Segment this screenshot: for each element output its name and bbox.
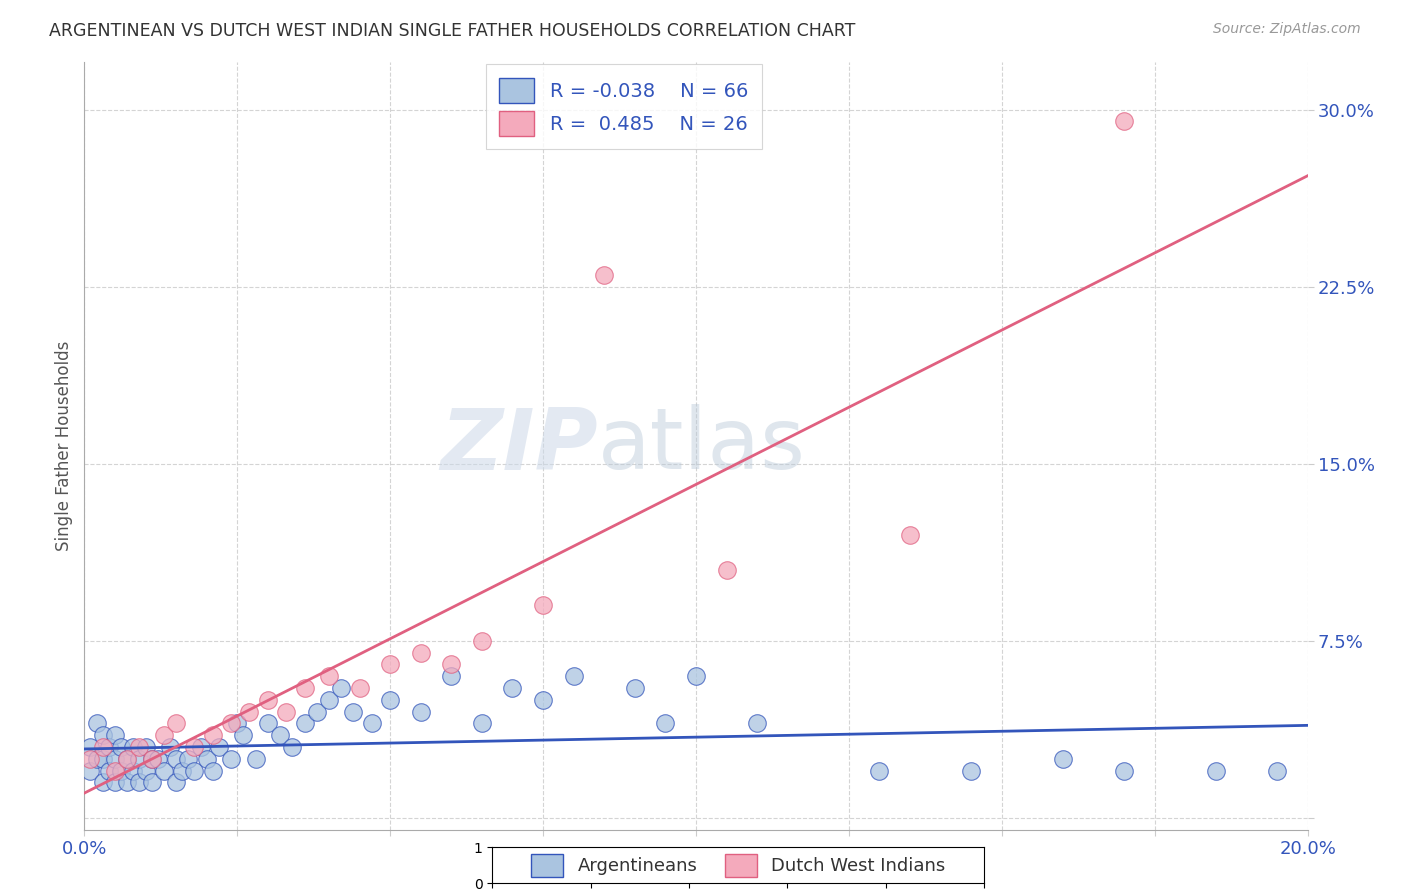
Point — [97, 764, 120, 778]
Point — [294, 716, 316, 731]
Point — [1205, 764, 1227, 778]
Point — [593, 268, 616, 282]
Point — [141, 752, 163, 766]
Point — [226, 716, 249, 731]
Point — [79, 752, 101, 766]
Point — [172, 764, 194, 778]
Point — [128, 739, 150, 754]
Point — [153, 764, 176, 778]
Point — [685, 669, 707, 683]
Point — [318, 669, 340, 683]
Point — [349, 681, 371, 695]
Point — [201, 764, 224, 778]
Point — [104, 728, 127, 742]
Point — [960, 764, 983, 778]
Point — [195, 752, 218, 766]
Point — [190, 739, 212, 754]
Point — [269, 728, 291, 742]
Point — [115, 752, 138, 766]
Point — [245, 752, 267, 766]
Point — [91, 752, 114, 766]
Point — [305, 705, 328, 719]
Point — [86, 752, 108, 766]
Point — [79, 764, 101, 778]
Text: atlas: atlas — [598, 404, 806, 488]
Point — [440, 657, 463, 672]
Point — [110, 764, 132, 778]
Point — [141, 752, 163, 766]
Point — [531, 599, 554, 613]
Point — [104, 764, 127, 778]
Point — [165, 716, 187, 731]
Point — [1265, 764, 1288, 778]
Point — [624, 681, 647, 695]
Point — [471, 633, 494, 648]
Legend: R = -0.038    N = 66, R =  0.485    N = 26: R = -0.038 N = 66, R = 0.485 N = 26 — [485, 64, 762, 150]
Point — [122, 739, 145, 754]
Point — [257, 716, 280, 731]
Point — [342, 705, 364, 719]
Point — [153, 728, 176, 742]
Point — [219, 716, 242, 731]
Point — [409, 646, 432, 660]
Point — [409, 705, 432, 719]
Point — [747, 716, 769, 731]
Point — [115, 752, 138, 766]
Point — [1114, 114, 1136, 128]
Point — [208, 739, 231, 754]
Point — [898, 527, 921, 541]
Point — [177, 752, 200, 766]
Point — [294, 681, 316, 695]
Point — [201, 728, 224, 742]
Point — [276, 705, 298, 719]
Point — [257, 692, 280, 706]
Point — [91, 739, 114, 754]
Point — [86, 716, 108, 731]
Text: ZIP: ZIP — [440, 404, 598, 488]
Point — [716, 563, 738, 577]
Point — [869, 764, 891, 778]
Point — [122, 764, 145, 778]
Point — [115, 775, 138, 789]
Point — [238, 705, 260, 719]
Point — [440, 669, 463, 683]
Point — [141, 775, 163, 789]
Point — [360, 716, 382, 731]
Point — [146, 752, 169, 766]
Point — [91, 775, 114, 789]
Point — [97, 739, 120, 754]
Point — [502, 681, 524, 695]
Point — [135, 764, 157, 778]
Point — [654, 716, 676, 731]
Point — [281, 739, 304, 754]
Legend: Argentineans, Dutch West Indians: Argentineans, Dutch West Indians — [522, 845, 955, 886]
Point — [232, 728, 254, 742]
Point — [562, 669, 585, 683]
Point — [183, 764, 205, 778]
Point — [1114, 764, 1136, 778]
Point — [128, 775, 150, 789]
Point — [330, 681, 353, 695]
Point — [183, 739, 205, 754]
Point — [79, 739, 101, 754]
Point — [104, 775, 127, 789]
Point — [128, 752, 150, 766]
Text: ARGENTINEAN VS DUTCH WEST INDIAN SINGLE FATHER HOUSEHOLDS CORRELATION CHART: ARGENTINEAN VS DUTCH WEST INDIAN SINGLE … — [49, 22, 856, 40]
Point — [380, 692, 402, 706]
Point — [165, 775, 187, 789]
Point — [91, 728, 114, 742]
Point — [104, 752, 127, 766]
Point — [471, 716, 494, 731]
Point — [318, 692, 340, 706]
Point — [165, 752, 187, 766]
Point — [110, 739, 132, 754]
Point — [159, 739, 181, 754]
Point — [531, 692, 554, 706]
Point — [135, 739, 157, 754]
Text: Source: ZipAtlas.com: Source: ZipAtlas.com — [1213, 22, 1361, 37]
Y-axis label: Single Father Households: Single Father Households — [55, 341, 73, 551]
Point — [380, 657, 402, 672]
Point — [219, 752, 242, 766]
Point — [1052, 752, 1074, 766]
